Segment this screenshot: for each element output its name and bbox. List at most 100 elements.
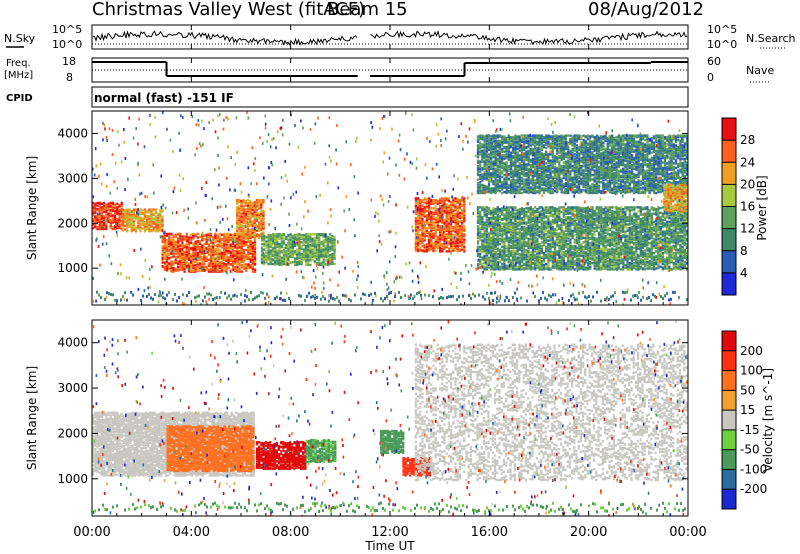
power-cell: [304, 246, 308, 249]
power-cell: [262, 214, 265, 217]
power-cell: [498, 259, 502, 262]
power-cell: [485, 238, 488, 241]
power-cell: [417, 242, 420, 245]
power-cell: [185, 256, 188, 260]
power-cell: [282, 257, 286, 260]
power-cell: [498, 223, 502, 226]
power-cell: [452, 220, 455, 223]
power-cell: [547, 256, 550, 259]
power-cell: [423, 232, 426, 235]
power-cell: [238, 207, 241, 210]
power-cell: [207, 239, 210, 242]
power-cell: [132, 226, 135, 229]
power-cell: [573, 246, 576, 249]
power-cell: [94, 210, 97, 214]
power-cell: [229, 246, 232, 249]
power-cell: [503, 213, 506, 216]
power-cell: [542, 257, 546, 260]
power-cell: [240, 252, 243, 255]
power-cell: [105, 209, 108, 213]
power-cell: [227, 232, 230, 236]
power-cell: [419, 228, 422, 232]
power-cell: [525, 267, 528, 270]
power-cell: [501, 268, 504, 271]
power-cell: [192, 237, 195, 240]
power-cell: [329, 242, 332, 245]
power-cell: [278, 256, 281, 259]
power-cell: [567, 206, 570, 209]
power-cell: [329, 233, 332, 236]
power-cell: [267, 245, 270, 249]
power-cell: [434, 208, 437, 211]
power-cell: [179, 234, 182, 237]
power-cell: [483, 267, 486, 270]
power-cell: [249, 260, 252, 263]
power-cell: [96, 227, 99, 231]
power-cell: [501, 212, 504, 215]
power-cell: [238, 217, 241, 221]
power-cell: [545, 245, 548, 249]
power-cell: [165, 232, 169, 236]
power-cell: [225, 235, 228, 238]
power-cell: [501, 252, 504, 256]
power-cell: [100, 227, 103, 231]
power-cell: [205, 265, 208, 269]
power-cell: [417, 237, 420, 240]
power-cell: [454, 203, 457, 206]
power-cell: [551, 243, 554, 246]
power-cell: [483, 254, 486, 258]
power-cell: [251, 208, 254, 212]
power-cell: [251, 201, 254, 205]
power-cell: [150, 215, 153, 218]
power-cell: [258, 226, 261, 230]
power-cell: [540, 241, 543, 244]
power-cell: [324, 255, 327, 258]
power-cell: [529, 232, 532, 235]
power-cell: [423, 243, 426, 247]
power-cell: [236, 251, 239, 254]
power-cell: [262, 209, 265, 213]
power-cell: [111, 201, 114, 205]
power-cell: [223, 247, 226, 250]
power-cell: [203, 258, 206, 262]
power-cell: [556, 253, 559, 257]
power-cell: [253, 262, 257, 265]
power-cell: [542, 211, 546, 214]
power-cell: [198, 239, 202, 243]
power-cell: [170, 243, 173, 246]
power-cell: [428, 204, 431, 207]
power-cell: [267, 235, 270, 239]
power-cell: [298, 248, 301, 251]
power-cell: [428, 238, 431, 241]
power-cell: [128, 220, 131, 223]
power-cell: [269, 255, 272, 258]
power-cell: [269, 239, 272, 242]
power-cell: [452, 234, 455, 237]
power-cell: [229, 250, 232, 254]
power-cell: [170, 247, 173, 250]
power-cell: [549, 250, 552, 253]
power-cell: [260, 203, 263, 206]
power-cell: [567, 226, 570, 229]
power-cell: [324, 252, 327, 255]
power-cell: [432, 207, 435, 210]
power-cell: [540, 222, 543, 225]
power-cell: [518, 227, 521, 231]
power-cell: [512, 208, 515, 211]
power-cell: [461, 221, 464, 224]
power-cell: [258, 199, 261, 202]
power-cell: [238, 220, 241, 223]
power-cell: [507, 239, 510, 242]
power-cell: [251, 260, 254, 263]
power-cell: [414, 232, 417, 235]
power-cell: [485, 241, 488, 244]
power-cell: [218, 242, 221, 245]
power-cell: [253, 214, 256, 217]
power-cell: [549, 243, 552, 246]
power-cell: [542, 239, 546, 242]
power-cell: [190, 236, 193, 239]
power-cell: [538, 206, 541, 209]
power-cell: [479, 226, 482, 230]
power-cell: [481, 247, 484, 250]
power-cell: [255, 199, 258, 202]
